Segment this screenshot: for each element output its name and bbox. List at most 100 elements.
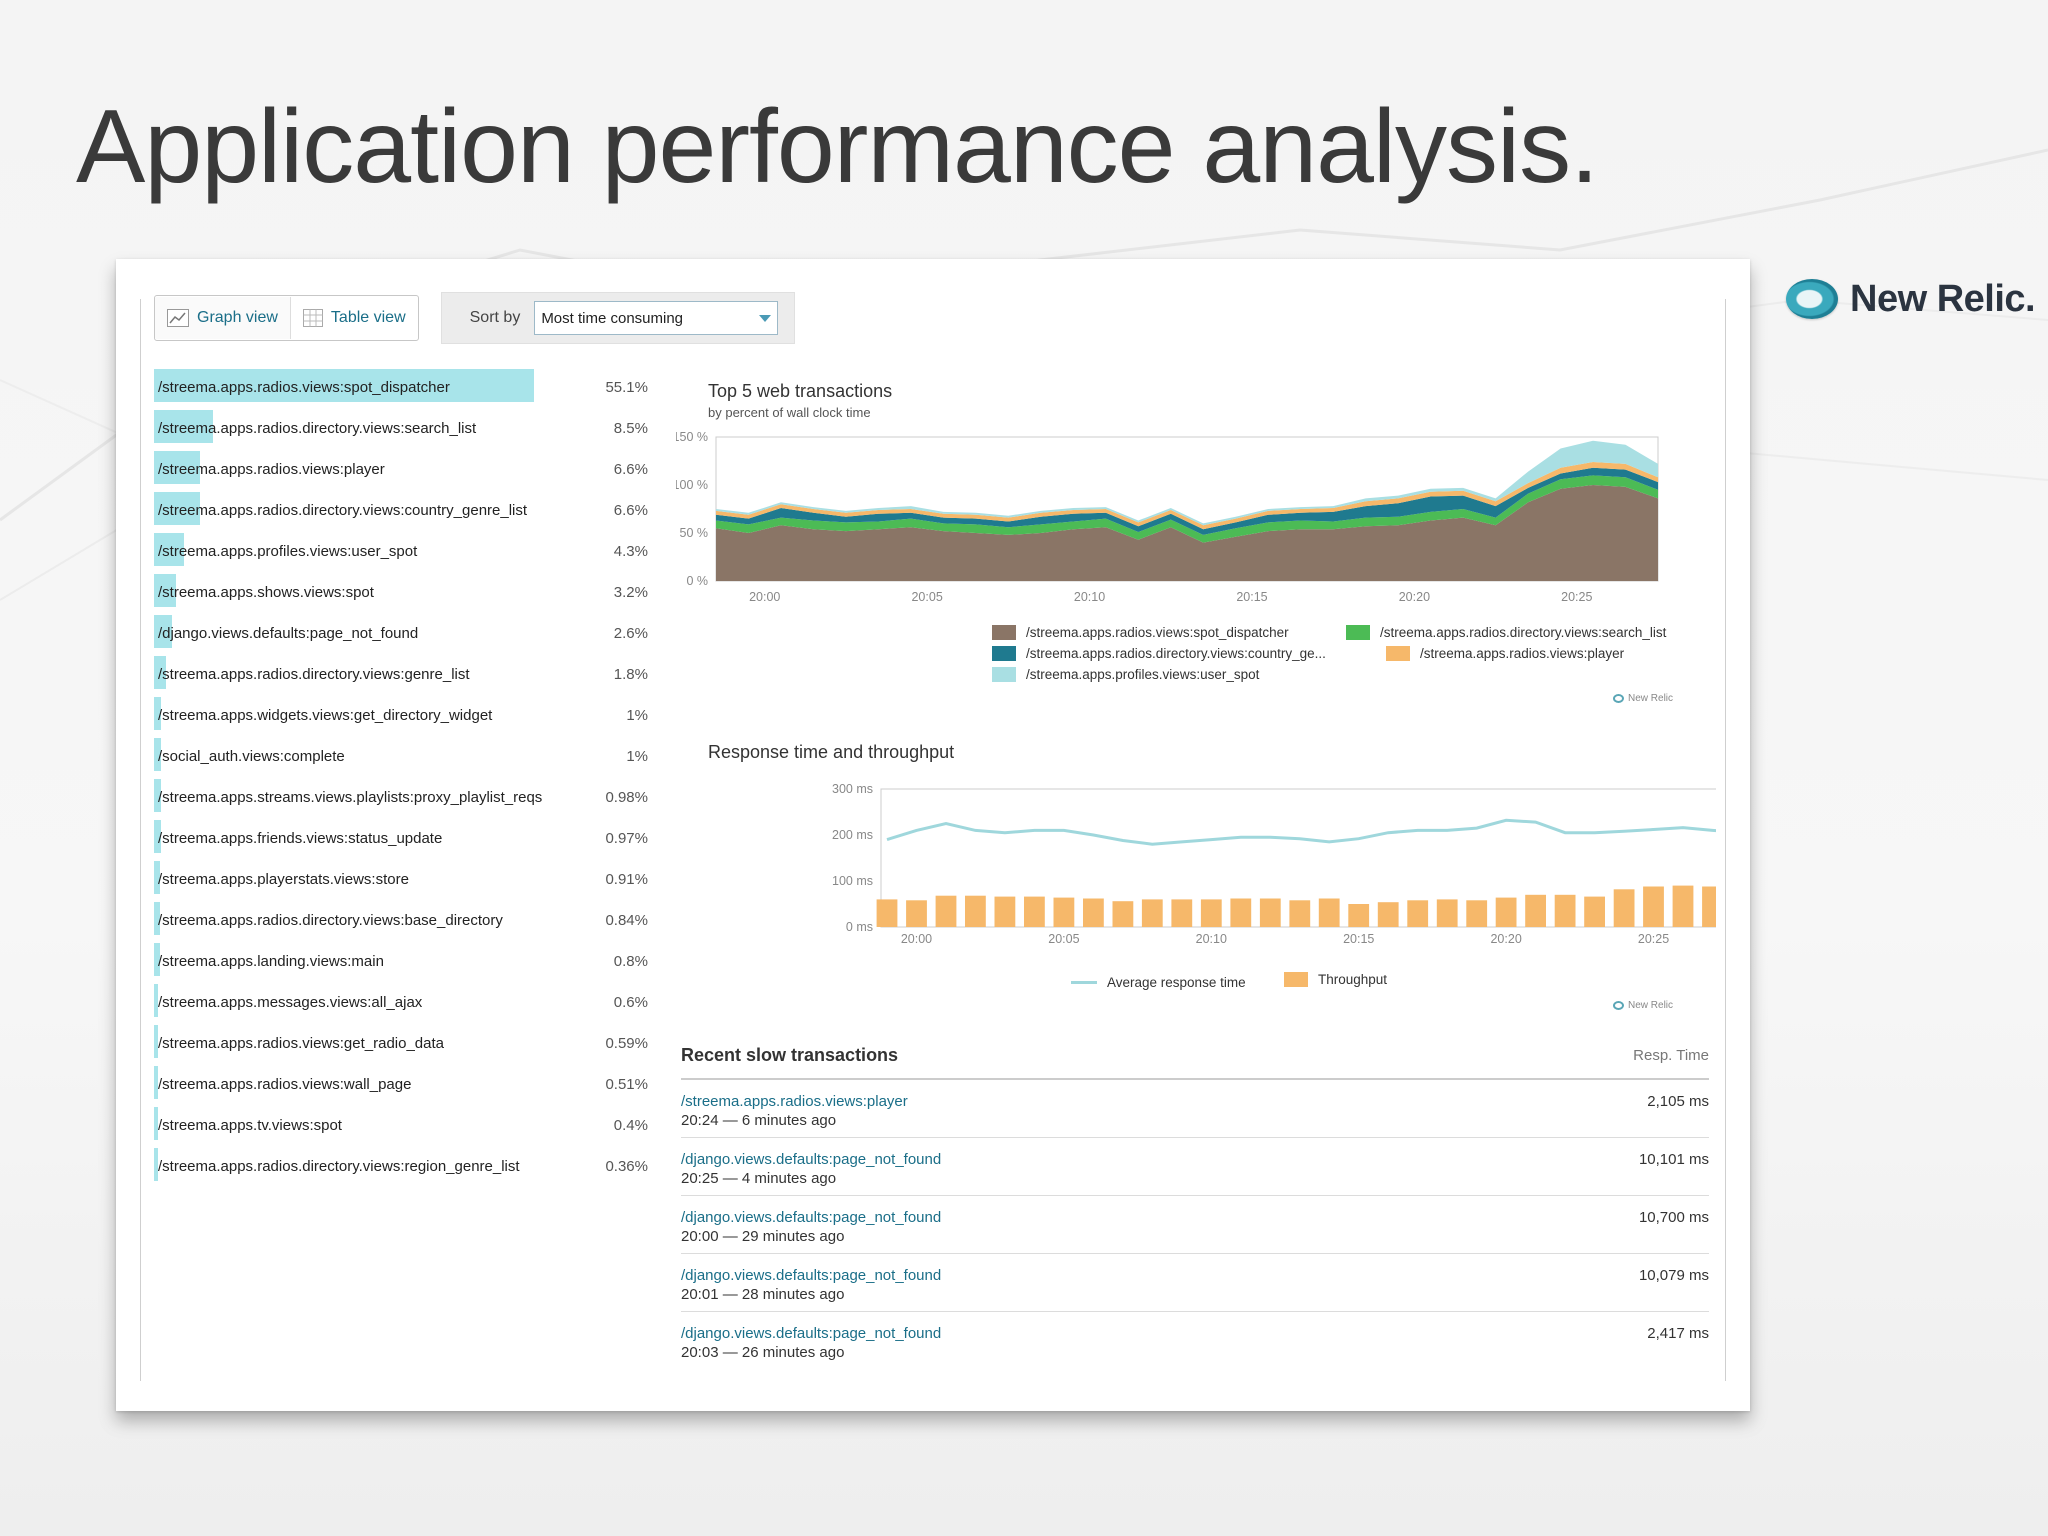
transaction-row[interactable]: /streema.apps.shows.views:spot 3.2% xyxy=(154,572,648,613)
transaction-percent: 0.98% xyxy=(605,789,648,806)
share-bar xyxy=(154,1148,158,1181)
top5-area-chart: 150 % 100 % 50 % 0 % 20:00 20:05 20:10 20:15 20:… xyxy=(676,430,1659,604)
throughput-bar xyxy=(1436,899,1458,927)
throughput-bar xyxy=(1702,886,1716,927)
transaction-row[interactable]: /streema.apps.radios.views:spot_dispatch… xyxy=(154,367,648,408)
slow-transaction-resp: 10,101 ms xyxy=(1638,1151,1709,1168)
transaction-row[interactable]: /streema.apps.profiles.views:user_spot 4.… xyxy=(154,531,648,572)
share-bar xyxy=(154,615,172,648)
throughput-bar xyxy=(1407,900,1429,927)
x-tick-label: 20:10 xyxy=(1196,932,1227,946)
area-series-4 xyxy=(716,440,1658,526)
transaction-name: /streema.apps.radios.directory.views:reg… xyxy=(158,1158,520,1175)
transaction-row[interactable]: /streema.apps.friends.views:status_updat… xyxy=(154,818,648,859)
transaction-row[interactable]: /django.views.defaults:page_not_found 2.6… xyxy=(154,613,648,654)
transaction-percent: 0.36% xyxy=(605,1158,648,1175)
throughput-bar xyxy=(1613,889,1635,927)
y-tick-label: 100 % xyxy=(676,478,708,492)
transaction-row[interactable]: /streema.apps.radios.directory.views:sea… xyxy=(154,408,648,449)
legend-label: /streema.apps.radios.views:spot_dispatch… xyxy=(1026,625,1289,640)
slow-transaction-link[interactable]: /streema.apps.radios.views:player xyxy=(681,1093,908,1110)
x-tick-label: 20:25 xyxy=(1561,590,1592,604)
slow-transaction-link[interactable]: /django.views.defaults:page_not_found xyxy=(681,1325,942,1342)
transaction-row[interactable]: /streema.apps.radios.views:get_radio_dat… xyxy=(154,1023,648,1064)
y-left-tick-label: 0 ms xyxy=(846,920,873,934)
slow-transaction-resp: 10,079 ms xyxy=(1638,1267,1709,1284)
legend-swatch xyxy=(992,667,1016,682)
y-left-tick-label: 100 ms xyxy=(832,874,873,888)
transaction-percent: 6.6% xyxy=(613,502,648,519)
sort-select-value: Most time consuming xyxy=(541,309,684,327)
chevron-down-icon xyxy=(759,315,772,322)
mini-logo-1-text: New Relic xyxy=(1628,693,1674,704)
transaction-row[interactable]: /streema.apps.radios.directory.views:reg… xyxy=(154,1146,648,1187)
slow-row: /django.views.defaults:page_not_found 20:… xyxy=(681,1139,1709,1196)
transaction-percent: 0.4% xyxy=(613,1117,648,1134)
transaction-row[interactable]: /streema.apps.streams.views.playlists:pr… xyxy=(154,777,648,818)
slow-transaction-link[interactable]: /django.views.defaults:page_not_found xyxy=(681,1267,942,1284)
legend-swatch xyxy=(1386,646,1410,661)
throughput-bar xyxy=(1053,897,1075,927)
slow-transaction-time: 20:03 — 26 minutes ago xyxy=(681,1344,845,1361)
transaction-percent: 1% xyxy=(626,748,648,765)
slow-transaction-time: 20:24 — 6 minutes ago xyxy=(681,1112,837,1129)
share-bar xyxy=(154,861,161,894)
recent-slow-transactions: Recent slow transactions Resp. Time /str… xyxy=(681,1034,1709,1370)
transaction-percent: 2.6% xyxy=(613,625,648,642)
legend-label: /streema.apps.radios.directory.views:cou… xyxy=(1026,646,1326,661)
legend-label: /streema.apps.radios.views:player xyxy=(1420,646,1625,661)
slow-header: Recent slow transactions Resp. Time xyxy=(681,1034,1709,1080)
transaction-row[interactable]: /streema.apps.landing.views:main 0.8% xyxy=(154,941,648,982)
throughput-bar xyxy=(1141,899,1163,927)
transaction-percent: 0.51% xyxy=(605,1076,648,1093)
transaction-row[interactable]: /streema.apps.playerstats.views:store 0.9… xyxy=(154,859,648,900)
share-bar xyxy=(154,533,184,566)
transaction-row[interactable]: /streema.apps.widgets.views:get_director… xyxy=(154,695,648,736)
transaction-row[interactable]: /social_auth.views:complete 1% xyxy=(154,736,648,777)
transaction-percent: 0.97% xyxy=(605,830,648,847)
response-chart-title: Response time and throughput xyxy=(708,742,955,762)
throughput-bar xyxy=(1289,900,1311,927)
throughput-bar xyxy=(1171,899,1193,927)
transaction-name: /streema.apps.radios.views:spot_dispatch… xyxy=(158,379,450,396)
legend-label: Throughput xyxy=(1318,972,1388,987)
transaction-percent: 0.6% xyxy=(613,994,648,1011)
transaction-row[interactable]: /streema.apps.tv.views:spot 0.4% xyxy=(154,1105,648,1146)
transaction-percent: 3.2% xyxy=(613,584,648,601)
x-tick-label: 20:00 xyxy=(901,932,932,946)
throughput-bar xyxy=(1466,900,1488,927)
slow-row: /django.views.defaults:page_not_found 20:… xyxy=(681,1197,1709,1254)
throughput-bar xyxy=(906,900,927,927)
x-tick-label: 20:05 xyxy=(1048,932,1079,946)
transaction-row[interactable]: /streema.apps.radios.directory.views:cou… xyxy=(154,490,648,531)
legend-label: /streema.apps.radios.directory.views:sea… xyxy=(1380,625,1667,640)
transaction-row[interactable]: /streema.apps.radios.views:player 6.6% xyxy=(154,449,648,490)
transaction-row[interactable]: /streema.apps.radios.directory.views:gen… xyxy=(154,654,648,695)
slide-title: Application performance analysis. xyxy=(76,89,1599,205)
screenshot-card: Graph view Table view Sort by Most time … xyxy=(116,259,1750,1411)
throughput-bar xyxy=(935,895,957,927)
sort-select[interactable]: Most time consuming xyxy=(534,301,779,335)
throughput-bar xyxy=(1083,898,1104,927)
transaction-row[interactable]: /streema.apps.messages.views:all_ajax 0.6… xyxy=(154,982,648,1023)
new-relic-mini-icon xyxy=(1613,1001,1624,1010)
x-tick-label: 20:05 xyxy=(911,590,942,604)
resp-time-header: Resp. Time xyxy=(1633,1047,1709,1064)
graph-view-button[interactable]: Graph view xyxy=(155,297,291,339)
slow-transaction-link[interactable]: /django.views.defaults:page_not_found xyxy=(681,1209,942,1226)
transaction-percent: 0.8% xyxy=(613,953,648,970)
slow-transaction-link[interactable]: /django.views.defaults:page_not_found xyxy=(681,1151,942,1168)
y-tick-label: 0 % xyxy=(686,574,708,588)
share-bar xyxy=(154,697,161,730)
slow-row: /django.views.defaults:page_not_found 20:… xyxy=(681,1255,1709,1312)
transaction-row[interactable]: /streema.apps.radios.directory.views:bas… xyxy=(154,900,648,941)
throughput-bar xyxy=(965,895,986,927)
transaction-name: /streema.apps.friends.views:status_updat… xyxy=(158,830,443,847)
y-tick-label: 150 % xyxy=(676,430,708,444)
legend-item: /streema.apps.radios.directory.views:cou… xyxy=(992,646,1326,661)
transaction-row[interactable]: /streema.apps.radios.views:wall_page 0.51… xyxy=(154,1064,648,1105)
table-view-button[interactable]: Table view xyxy=(291,297,418,339)
throughput-bar xyxy=(1672,885,1694,927)
throughput-bar xyxy=(1200,899,1222,927)
share-bar xyxy=(154,738,161,771)
